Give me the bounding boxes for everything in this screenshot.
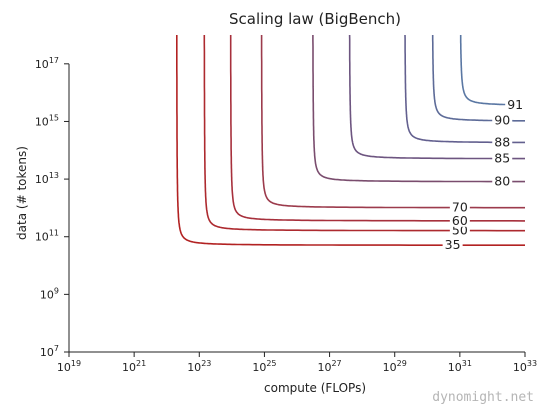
x-tick-label: 1019: [57, 359, 81, 374]
x-tick-label: 1027: [317, 359, 341, 374]
contour-lines: [176, 34, 526, 246]
y-tick-label: 1011: [35, 229, 59, 244]
y-ticks: 107 109 1011 1013 1015 1017: [35, 56, 69, 359]
contour-label-bg: [492, 150, 513, 165]
contour-label-91: 91: [507, 97, 523, 112]
contour-line-80: [312, 35, 525, 183]
contour-line-88: [404, 34, 525, 144]
x-ticks: 1019 1021 1023 1025 1027 1029 1031 1033: [57, 352, 537, 374]
contour-label-80: 80: [494, 174, 510, 189]
contour-label-88: 88: [494, 134, 510, 149]
y-tick-label: 1015: [35, 113, 59, 128]
chart-title: Scaling law (BigBench): [229, 10, 401, 28]
y-tick-label: 107: [40, 344, 59, 359]
contour-label-bg: [492, 112, 513, 127]
contour-label-85: 85: [494, 151, 510, 166]
x-tick-label: 1029: [383, 359, 407, 374]
contour-line-70: [260, 35, 525, 209]
contour-label-bg: [449, 199, 470, 214]
x-tick-label: 1025: [252, 359, 276, 374]
contour-label-bg: [492, 173, 513, 188]
y-tick-label: 1017: [35, 56, 59, 71]
x-tick-label: 1023: [187, 359, 211, 374]
contour-label-bg: [505, 96, 526, 111]
y-axis-label: data (# tokens): [15, 146, 29, 240]
axes: [68, 63, 525, 353]
x-tick-label: 1021: [122, 359, 146, 374]
y-tick-label: 1013: [35, 171, 59, 186]
x-tick-label: 1031: [448, 359, 472, 374]
contour-label-70: 70: [452, 200, 468, 215]
contour-label-90: 90: [494, 113, 510, 128]
contour-line-35: [176, 35, 525, 246]
contour-line-90: [431, 35, 525, 122]
x-axis-label: compute (FLOPs): [264, 381, 366, 395]
contour-label-bg: [449, 212, 470, 227]
y-tick-label: 109: [40, 286, 59, 301]
contour-label-bg: [492, 134, 513, 149]
contour-line-85: [348, 34, 525, 160]
contour-line-91: [459, 35, 525, 106]
watermark: dynomight.net: [432, 390, 534, 405]
contour-label-60: 60: [452, 213, 468, 228]
contour-line-60: [229, 35, 526, 222]
contour-label-bg: [442, 237, 463, 252]
contour-line-50: [203, 35, 525, 232]
x-tick-label: 1033: [513, 359, 537, 374]
contour-label-35: 35: [445, 237, 461, 252]
